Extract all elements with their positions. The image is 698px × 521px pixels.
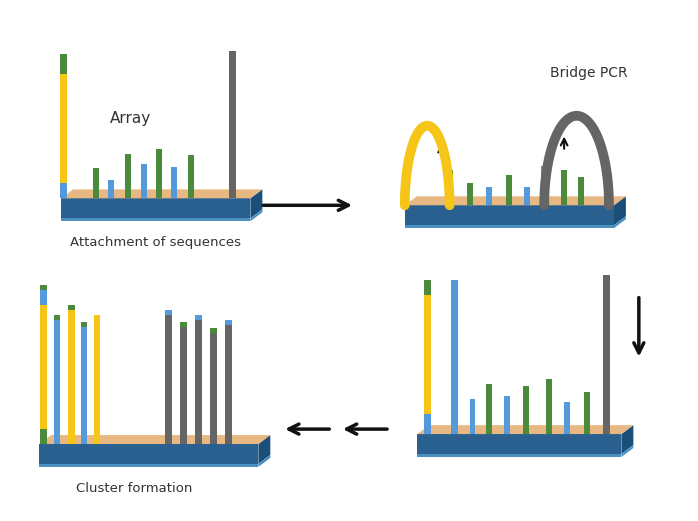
Polygon shape <box>621 425 633 454</box>
Bar <box>424 280 431 295</box>
Polygon shape <box>258 455 270 467</box>
Text: Array: Array <box>110 111 151 126</box>
Polygon shape <box>39 444 258 464</box>
Polygon shape <box>417 454 621 457</box>
Bar <box>54 320 60 444</box>
Bar <box>195 315 202 320</box>
Bar <box>487 188 492 205</box>
Polygon shape <box>251 189 262 218</box>
Bar <box>141 164 147 199</box>
Polygon shape <box>61 199 251 218</box>
Bar <box>195 320 202 444</box>
Bar <box>225 325 232 444</box>
Polygon shape <box>405 196 626 205</box>
Bar <box>561 170 567 205</box>
Polygon shape <box>258 435 270 464</box>
Bar <box>59 74 66 183</box>
Bar <box>165 429 172 444</box>
Bar <box>40 285 47 290</box>
Bar <box>59 54 66 74</box>
Bar <box>108 180 114 199</box>
Bar <box>94 315 101 444</box>
Bar <box>547 379 552 434</box>
Bar <box>541 166 547 205</box>
Bar <box>584 392 590 434</box>
Bar <box>156 148 162 199</box>
Bar <box>210 328 217 332</box>
Polygon shape <box>251 209 262 221</box>
Text: Bridge PCR: Bridge PCR <box>550 66 628 80</box>
Bar <box>68 310 75 444</box>
Polygon shape <box>61 189 262 199</box>
Bar <box>54 315 60 320</box>
Bar <box>229 51 236 199</box>
Bar <box>505 396 510 434</box>
Bar <box>606 173 612 205</box>
Bar <box>188 155 193 199</box>
Bar <box>402 180 408 205</box>
Polygon shape <box>621 445 633 457</box>
Bar <box>470 399 475 434</box>
Bar <box>578 178 584 205</box>
Bar <box>225 426 232 444</box>
Bar <box>564 402 570 434</box>
Bar <box>40 290 47 305</box>
Polygon shape <box>417 425 633 434</box>
Bar <box>180 327 187 444</box>
Bar <box>225 320 232 325</box>
Polygon shape <box>405 205 614 225</box>
Polygon shape <box>39 464 258 467</box>
Polygon shape <box>417 434 621 454</box>
Bar <box>195 432 202 444</box>
Bar <box>447 170 452 205</box>
Bar <box>466 183 473 205</box>
Bar <box>180 321 187 327</box>
Polygon shape <box>405 225 614 228</box>
Bar <box>424 414 431 434</box>
Bar <box>40 305 47 429</box>
Bar <box>93 168 99 199</box>
Bar <box>40 429 47 444</box>
Polygon shape <box>39 435 270 444</box>
Bar <box>487 384 492 434</box>
Bar <box>524 188 530 205</box>
Bar <box>604 275 611 434</box>
Bar <box>165 315 172 444</box>
Bar <box>81 327 87 444</box>
Text: Cluster formation: Cluster formation <box>75 482 192 495</box>
Bar <box>210 332 217 444</box>
Bar <box>59 183 66 199</box>
Text: Attachment of sequences: Attachment of sequences <box>70 236 242 249</box>
Bar <box>68 305 75 310</box>
Polygon shape <box>61 218 251 221</box>
Bar <box>451 280 458 434</box>
Bar <box>524 387 529 434</box>
Polygon shape <box>614 196 626 225</box>
Bar <box>165 310 172 315</box>
Bar <box>81 321 87 327</box>
Bar <box>424 295 431 414</box>
Polygon shape <box>614 216 626 228</box>
Bar <box>125 154 131 199</box>
Bar <box>171 167 177 199</box>
Bar <box>506 176 512 205</box>
